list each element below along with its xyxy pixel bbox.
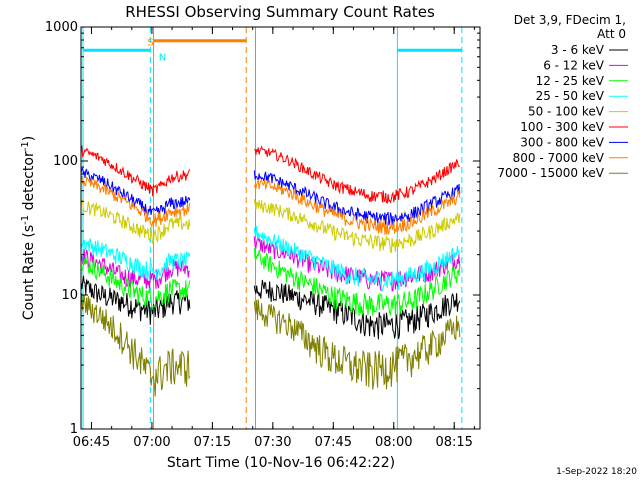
y-axis: 1 10 100 1000 xyxy=(45,20,480,437)
series-line-2-1 xyxy=(253,248,461,317)
x-axis-title: Start Time (10-Nov-16 06:42:22) xyxy=(167,455,395,471)
series-line-3-1 xyxy=(253,225,461,292)
x-tick-label-0: 06:45 xyxy=(73,435,110,450)
legend-label-4: 50 - 100 keV xyxy=(528,105,605,119)
y-axis-title: Count Rate (s-1 detector-1) xyxy=(20,136,37,320)
legend-label-1: 6 - 12 keV xyxy=(543,58,605,72)
plot-frame xyxy=(80,26,481,430)
x-axis: 06:45 07:00 07:15 07:30 07:45 08:00 08:15 xyxy=(73,27,475,450)
series-line-2-0 xyxy=(80,255,191,311)
x-tick-label-2: 07:15 xyxy=(194,435,231,450)
series-line-0-0 xyxy=(80,275,191,325)
legend-label-6: 300 - 800 keV xyxy=(520,135,604,149)
series-line-8-1 xyxy=(253,299,461,390)
generation-timestamp: 1-Sep-2022 18:20 xyxy=(556,467,637,477)
legend-label-0: 3 - 6 keV xyxy=(551,43,605,57)
series-line-6-0 xyxy=(80,167,191,216)
legend-label-3: 25 - 50 keV xyxy=(536,89,605,103)
series-line-7-1 xyxy=(253,178,461,236)
series-line-6-1 xyxy=(253,170,461,226)
legend-label-8: 7000 - 15000 keV xyxy=(497,166,604,180)
y-tick-label-1: 10 xyxy=(61,288,78,303)
series-line-8-0 xyxy=(80,293,191,397)
series-line-5-1 xyxy=(254,145,460,205)
chart-title: RHESSI Observing Summary Count Rates xyxy=(125,3,435,21)
x-tick-label-4: 07:45 xyxy=(315,435,352,450)
series-line-4-1 xyxy=(253,199,461,254)
series-layer xyxy=(80,145,461,397)
x-tick-label-3: 07:30 xyxy=(254,435,291,450)
x-tick-label-5: 08:00 xyxy=(375,435,412,450)
series-line-4-0 xyxy=(80,198,191,245)
series-line-3-0 xyxy=(80,238,191,281)
x-tick-label-1: 07:00 xyxy=(133,435,170,450)
y-tick-label-3: 1000 xyxy=(45,20,78,35)
state-label-1: N xyxy=(159,53,166,64)
legend-header-line2: Att 0 xyxy=(597,27,626,41)
legend-label-5: 100 - 300 keV xyxy=(520,120,604,134)
legend-header-line1: Det 3,9, FDecim 1, xyxy=(514,13,626,27)
y-tick-label-0: 1 xyxy=(70,422,78,437)
series-line-7-0 xyxy=(80,175,191,229)
x-tick-label-6: 08:15 xyxy=(435,435,472,450)
legend-label-2: 12 - 25 keV xyxy=(536,74,605,88)
series-line-0-1 xyxy=(253,279,461,340)
state-label-0: S xyxy=(148,37,154,48)
series-line-5-0 xyxy=(80,145,191,197)
series-line-1-0 xyxy=(80,249,190,291)
y-tick-label-2: 100 xyxy=(53,154,78,169)
legend-label-7: 800 - 7000 keV xyxy=(513,151,605,165)
